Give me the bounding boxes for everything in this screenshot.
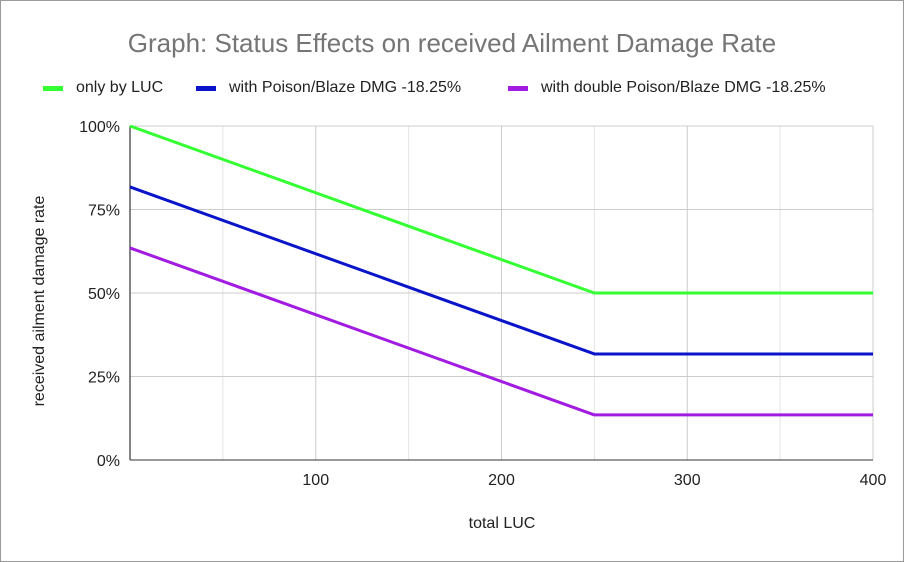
legend-swatch-icon [508, 85, 528, 91]
x-tick-label: 400 [860, 472, 887, 489]
y-tick-label: 50% [88, 286, 120, 303]
series-line-3 [129, 246, 873, 417]
y-axis-title: received ailment damage rate [31, 196, 48, 407]
legend-item-only-by-luc: only by LUC [43, 78, 163, 98]
legend-label: only by LUC [76, 79, 164, 96]
legend-swatch-icon [196, 85, 216, 91]
y-tick-label: 100% [79, 119, 120, 136]
y-tick-label: 75% [88, 203, 120, 220]
legend-label: with Poison/Blaze DMG -18.25% [229, 79, 462, 96]
y-tick-label: 25% [88, 370, 120, 387]
chart-title: Graph: Status Effects on received Ailmen… [127, 28, 777, 58]
series-line-2 [129, 185, 873, 356]
legend-item-double-poison-blaze: with double Poison/Blaze DMG -18.25% [508, 78, 826, 98]
x-tick-label: 300 [674, 472, 701, 489]
legend-item-poison-blaze: with Poison/Blaze DMG -18.25% [196, 78, 461, 98]
legend-swatch-icon [43, 85, 63, 91]
legend-label: with double Poison/Blaze DMG -18.25% [541, 79, 826, 96]
series-line-1 [129, 124, 873, 295]
y-tick-label: 0% [97, 453, 120, 470]
x-axis-title: total LUC [469, 515, 536, 532]
x-tick-label: 100 [302, 472, 329, 489]
x-tick-label: 200 [488, 472, 515, 489]
